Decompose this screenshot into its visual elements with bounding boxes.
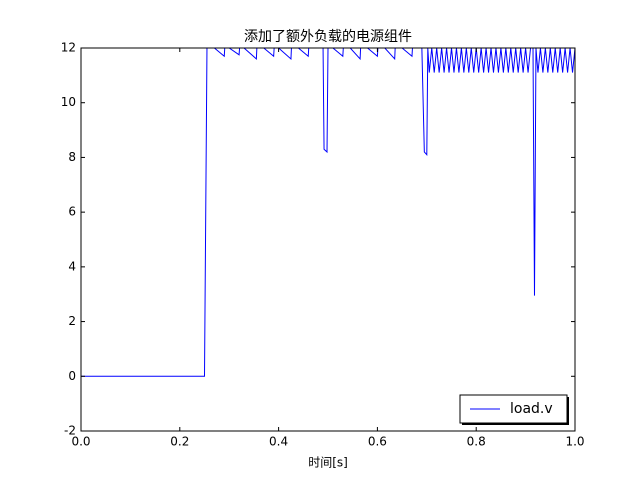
chart-title: 添加了额外负载的电源组件 [244, 29, 412, 45]
x-tick-label: 0.4 [269, 435, 288, 449]
x-axis-label: 时间[s] [308, 456, 348, 470]
x-tick-label: 1.0 [565, 435, 584, 449]
x-tick-label: 0.2 [170, 435, 189, 449]
y-tick-label: -2 [64, 424, 76, 438]
x-tick-label: 0.8 [467, 435, 486, 449]
y-tick-label: 6 [68, 205, 76, 219]
y-tick-label: 8 [68, 150, 76, 164]
plot-frame [80, 47, 576, 432]
x-tick-label: 0.6 [368, 435, 387, 449]
y-tick-label: 4 [68, 259, 76, 273]
y-tick-label: 12 [61, 41, 76, 55]
y-tick-label: 0 [68, 369, 76, 383]
x-tick-label: 0.0 [71, 435, 90, 449]
legend-label: load.v [510, 401, 553, 417]
y-tick-label: 10 [61, 95, 76, 109]
y-tick-label: 2 [68, 314, 76, 328]
